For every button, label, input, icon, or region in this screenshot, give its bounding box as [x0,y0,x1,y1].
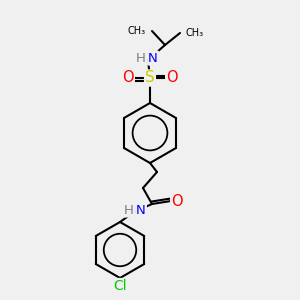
Text: S: S [145,70,155,86]
Text: N: N [148,52,158,64]
Text: O: O [166,70,178,86]
Text: H: H [136,52,146,64]
Text: CH₃: CH₃ [186,28,204,38]
Text: O: O [122,70,134,86]
Text: H: H [124,203,134,217]
Text: N: N [136,203,146,217]
Text: Cl: Cl [113,279,127,293]
Text: O: O [171,194,183,208]
Text: CH₃: CH₃ [128,26,146,36]
